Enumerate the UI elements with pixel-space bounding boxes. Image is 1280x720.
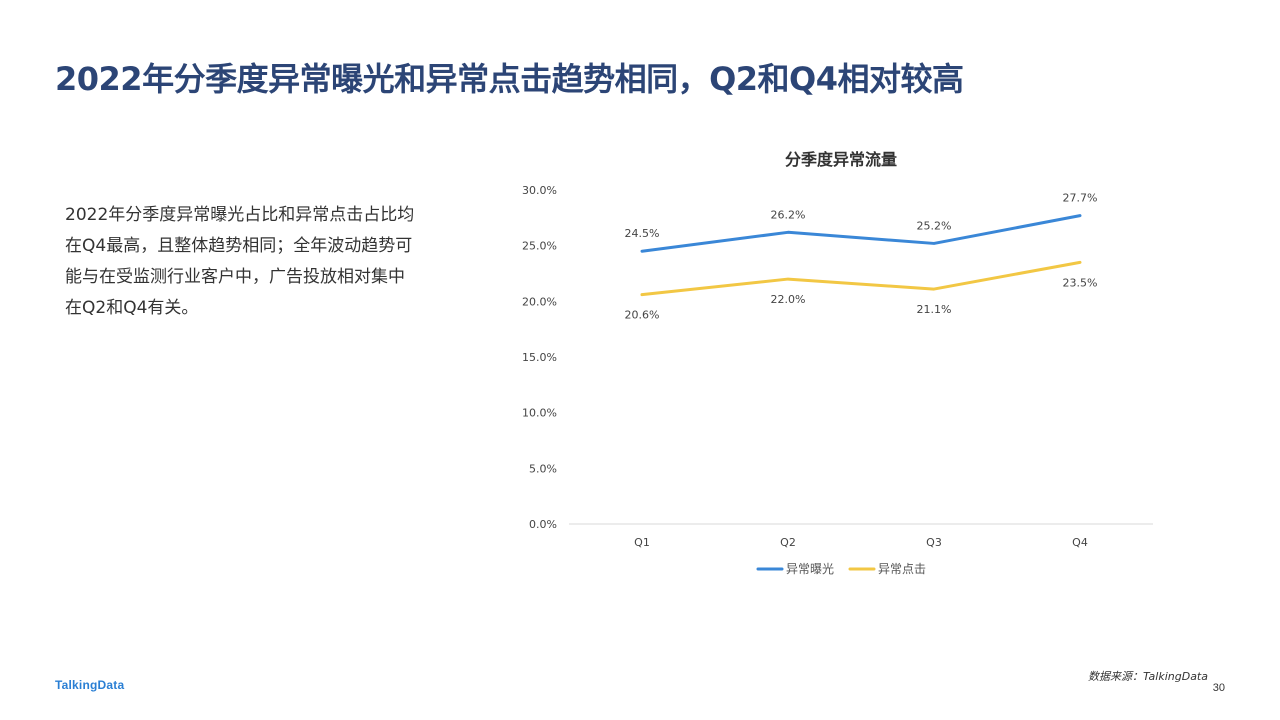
data-label: 24.5%	[625, 227, 660, 240]
data-label: 25.2%	[917, 219, 952, 232]
y-tick-label: 15.0%	[522, 351, 557, 364]
y-tick-label: 0.0%	[529, 518, 557, 531]
x-tick-label: Q2	[780, 536, 796, 549]
chart-title: 分季度异常流量	[785, 150, 897, 169]
y-tick-label: 20.0%	[522, 295, 557, 308]
series-line	[640, 260, 1082, 297]
y-tick-label: 30.0%	[522, 184, 557, 197]
x-tick-label: Q1	[634, 536, 650, 549]
y-tick-label: 10.0%	[522, 407, 557, 420]
data-label: 22.0%	[771, 293, 806, 306]
chart-svg: 分季度异常流量 0.0% 5.0% 10.0% 15.0% 20.0% 25.0% 30.0%…	[522, 150, 1153, 576]
data-label: 20.6%	[625, 309, 660, 322]
y-tick-label: 5.0%	[529, 462, 557, 475]
data-label: 26.2%	[771, 208, 806, 221]
line-chart: 分季度异常流量 0.0% 5.0% 10.0% 15.0% 20.0% 25.0% 30.0%…	[500, 140, 1180, 590]
y-tick-label: 25.0%	[522, 240, 557, 253]
legend-label: 异常点击	[878, 562, 926, 576]
data-label: 27.7%	[1063, 192, 1098, 205]
x-tick-label: Q3	[926, 536, 942, 549]
x-tick-label: Q4	[1072, 536, 1088, 549]
page-number: 30	[1212, 682, 1225, 694]
page-title: 2022年分季度异常曝光和异常点击趋势相同，Q2和Q4相对较高	[55, 60, 964, 98]
talkingdata-logo: TalkingData	[55, 678, 125, 692]
series-line	[640, 214, 1082, 253]
data-source: 数据来源：TalkingData	[1087, 670, 1208, 683]
legend-label: 异常曝光	[786, 562, 834, 576]
data-label: 23.5%	[1063, 276, 1098, 289]
data-label: 21.1%	[917, 303, 952, 316]
summary-text: 2022年分季度异常曝光占比和异常点击占比均在Q4最高，且整体趋势相同；全年波动…	[65, 205, 415, 318]
